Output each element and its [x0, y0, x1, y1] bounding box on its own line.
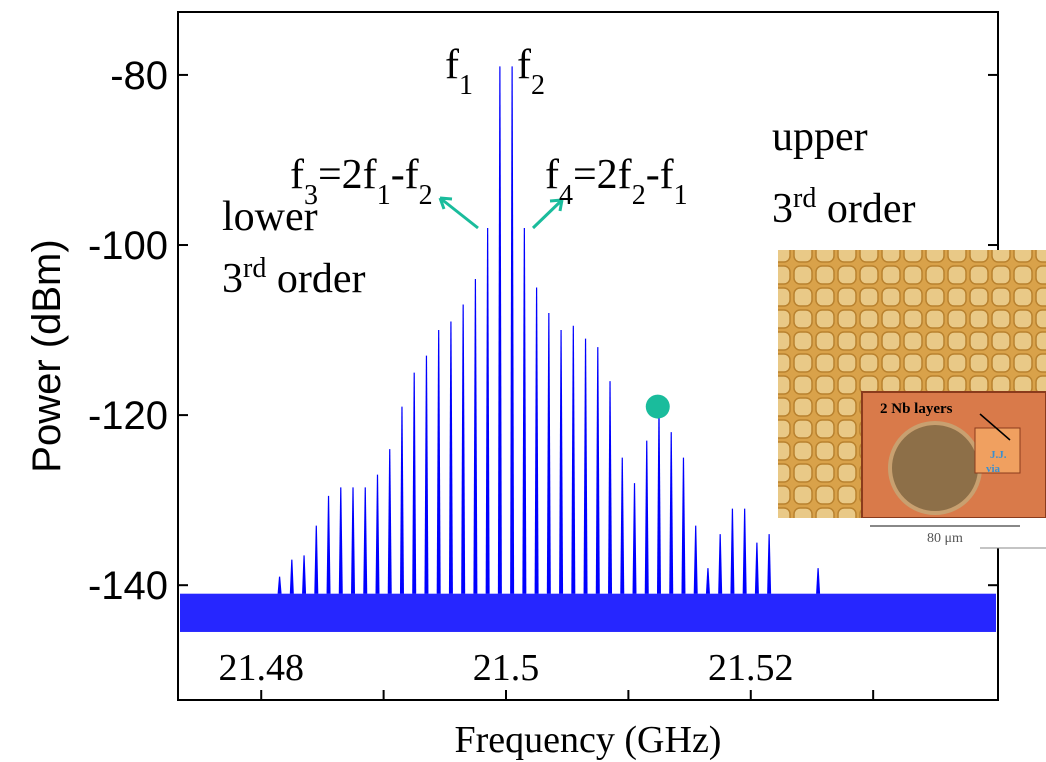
- peak: [546, 313, 551, 594]
- inset-via: [974, 427, 1021, 474]
- annotation-sub: 1: [377, 180, 391, 211]
- x-tick-label: 21.5: [473, 647, 540, 689]
- annotation-sup: rd: [243, 253, 266, 284]
- annotation-sub: 3: [304, 180, 318, 211]
- annotation-sub: 4: [559, 180, 573, 211]
- peak: [571, 325, 576, 594]
- peak: [424, 355, 429, 594]
- annotation-text: f: [445, 42, 459, 88]
- peak: [326, 495, 331, 594]
- peak: [461, 304, 466, 594]
- annotation-text: 3: [222, 256, 243, 302]
- annotation: f1: [445, 42, 473, 101]
- annotation-sub: 1: [459, 70, 473, 101]
- peak: [338, 487, 343, 594]
- peak: [485, 228, 490, 594]
- inset-photo: 2 Nb layers J.J. via 80 μm: [778, 250, 1046, 549]
- annotation-text: upper: [772, 114, 868, 160]
- peak: [656, 406, 661, 594]
- arrows: [438, 196, 564, 230]
- peak: [497, 66, 502, 594]
- peak: [595, 347, 600, 594]
- x-tick-label: 21.52: [708, 647, 794, 689]
- annotation: 3rd order: [222, 253, 365, 303]
- annotation: lower: [222, 194, 318, 240]
- inset-scale-label: 80 μm: [927, 531, 963, 546]
- annotation-text: =2f: [318, 152, 377, 198]
- peak: [742, 508, 747, 594]
- peak: [387, 449, 392, 594]
- annotation: f4=2f2-f1: [545, 152, 688, 211]
- annotation: f3=2f1-f2: [290, 152, 433, 211]
- peak: [363, 487, 368, 594]
- annotation-text: f: [517, 42, 531, 88]
- annotation-text: order: [266, 256, 365, 302]
- x-axis-title: Frequency (GHz): [455, 719, 722, 761]
- annotation-text: lower: [222, 194, 318, 240]
- x-tick-label: 21.48: [218, 647, 304, 689]
- annotation-sup: rd: [793, 183, 816, 214]
- peak: [669, 432, 674, 594]
- peak: [277, 576, 282, 594]
- annotation-text: f: [290, 152, 304, 198]
- peak: [399, 406, 404, 594]
- peak: [608, 381, 613, 594]
- inset-via-label: via: [986, 463, 1001, 475]
- noise-floor: [180, 593, 996, 632]
- y-tick-label: -100: [88, 224, 168, 268]
- peak: [718, 534, 723, 594]
- peak: [583, 338, 588, 594]
- y-axis-title: Power (dBm): [25, 239, 69, 472]
- annotation-sub: 2: [419, 180, 433, 211]
- annotation-text: f: [545, 152, 559, 198]
- peak: [534, 287, 539, 594]
- annotation-sub: 2: [632, 180, 646, 211]
- peak: [693, 525, 698, 594]
- inset-jj-label: J.J.: [990, 449, 1007, 461]
- annotation-text: =2f: [573, 152, 632, 198]
- peak: [644, 440, 649, 594]
- annotation-sub: 1: [674, 180, 688, 211]
- arrow-left: [438, 196, 479, 230]
- annotation-text: 3: [772, 186, 793, 232]
- peak: [375, 474, 380, 594]
- y-tick-label: -80: [110, 54, 168, 98]
- annotation: 3rd order: [772, 183, 915, 233]
- peak: [705, 568, 710, 594]
- peak: [522, 228, 527, 594]
- peak: [289, 559, 294, 594]
- peak: [314, 525, 319, 594]
- annotation-sub: 2: [531, 70, 545, 101]
- inset-scale-area: [778, 518, 1046, 548]
- y-tick-label: -120: [88, 394, 168, 438]
- peak: [559, 330, 564, 594]
- peak: [436, 330, 441, 594]
- annotation: f2: [517, 42, 545, 101]
- arrow-right: [531, 198, 564, 230]
- peak: [730, 508, 735, 594]
- marker-dot: [645, 394, 670, 419]
- y-tick-label: -140: [88, 564, 168, 608]
- peak: [681, 457, 686, 594]
- inset-pointer: [979, 413, 1011, 441]
- inset-layers-label: 2 Nb layers: [880, 401, 953, 417]
- peak: [620, 457, 625, 594]
- peak: [448, 321, 453, 594]
- peak: [510, 66, 515, 594]
- peak: [412, 372, 417, 594]
- peak: [302, 555, 307, 594]
- annotation-text: order: [816, 186, 915, 232]
- annotation-text: -f: [646, 152, 674, 198]
- peak: [816, 568, 821, 594]
- peak: [754, 542, 759, 594]
- inset-loop: [888, 421, 982, 515]
- annotation: upper: [772, 114, 868, 160]
- peak: [473, 279, 478, 594]
- annotation-text: -f: [391, 152, 419, 198]
- peak: [351, 487, 356, 594]
- peak: [632, 483, 637, 594]
- peak: [767, 534, 772, 594]
